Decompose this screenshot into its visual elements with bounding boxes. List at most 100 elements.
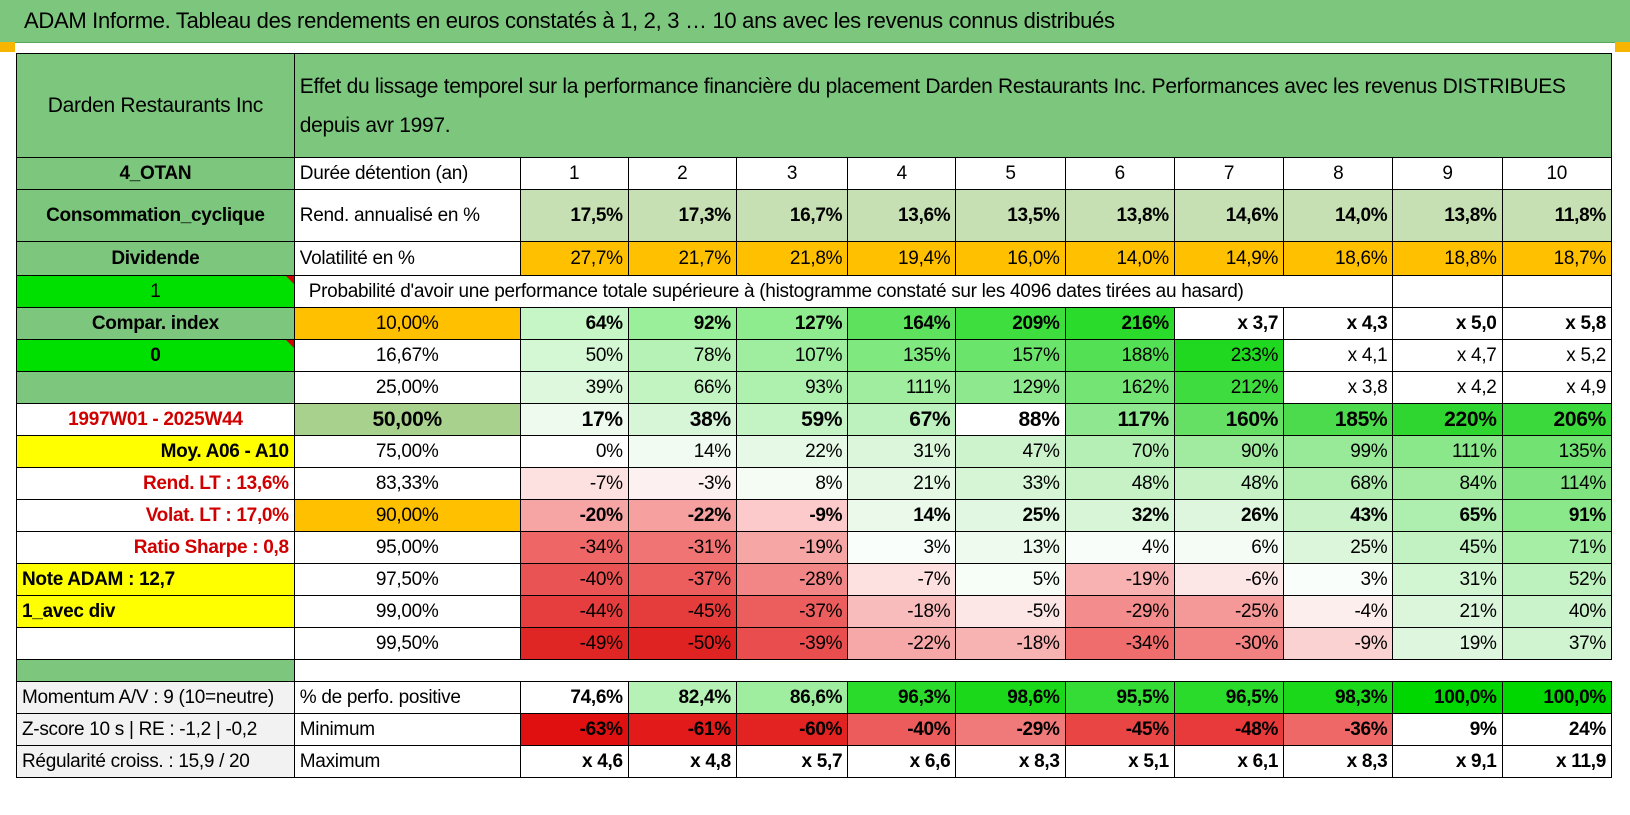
value-cell: 9%: [1392, 713, 1503, 746]
value-cell: -22%: [627, 499, 737, 532]
value-cell: x 11,9: [1501, 745, 1613, 778]
value-cell: 90%: [1173, 435, 1285, 468]
year-header: 7: [1173, 157, 1285, 190]
value-cell: x 9,1: [1392, 745, 1503, 778]
prob-row: Compar. index 10,00% 64% 92% 127% 164% 209% 216…: [16, 307, 1613, 340]
prob-row: Volat. LT : 17,0% 90,00% -20% -22% -9% 14% 25%…: [16, 499, 1613, 532]
value-cell: -4%: [1283, 595, 1394, 628]
gap-cell: [1284, 660, 1393, 682]
blank-cell: [1501, 275, 1613, 308]
year-header: 5: [955, 157, 1066, 190]
value-cell: 216%: [1064, 307, 1175, 340]
gap-cell: [956, 660, 1065, 682]
value-cell: -22%: [847, 627, 957, 660]
value-cell: 24%: [1501, 713, 1613, 746]
value-cell: 37%: [1501, 627, 1613, 660]
probability-pct: 99,00%: [293, 595, 521, 628]
value-cell: -40%: [519, 563, 629, 596]
gap-cell: [848, 660, 956, 682]
value-cell: 160%: [1173, 403, 1285, 436]
year-header: 8: [1283, 157, 1394, 190]
value-cell: 48%: [1064, 467, 1175, 500]
probability-pct: 50,00%: [293, 403, 521, 436]
summary-row: Régularité croiss. : 15,9 / 20 Maximum x 4…: [16, 745, 1613, 778]
value-cell: 33%: [955, 467, 1066, 500]
gap-cell: [1174, 660, 1283, 682]
year-header: 4: [847, 157, 957, 190]
moy-label: Moy. A06 - A10: [16, 435, 295, 468]
value-cell: 82,4%: [627, 681, 737, 714]
gap-cell: [736, 660, 847, 682]
prob-row: Ratio Sharpe : 0,8 95,00% -34% -31% -19% 3% 13…: [16, 531, 1613, 564]
value-cell: 18,8%: [1392, 241, 1503, 276]
value-cell: 135%: [1501, 435, 1613, 468]
value-cell: 26%: [1173, 499, 1285, 532]
value-cell: -44%: [519, 595, 629, 628]
description: Effet du lissage temporel sur la perform…: [293, 53, 1613, 158]
value-cell: 206%: [1501, 403, 1613, 436]
value-cell: -29%: [1064, 595, 1175, 628]
value-cell: -60%: [735, 713, 849, 746]
value-cell: 185%: [1283, 403, 1394, 436]
title-bar: ADAM Informe. Tableau des rendements en …: [0, 0, 1630, 43]
value-cell: 18,6%: [1283, 241, 1394, 276]
value-cell: 52%: [1501, 563, 1613, 596]
value-cell: 99%: [1283, 435, 1394, 468]
prob-row: Note ADAM : 12,7 97,50% -40% -37% -28% -7% 5% -…: [16, 563, 1613, 596]
value-cell: -63%: [519, 713, 629, 746]
probability-pct: 90,00%: [293, 499, 521, 532]
gap-cell: [520, 660, 628, 682]
value-cell: 3%: [847, 531, 957, 564]
value-cell: -29%: [955, 713, 1066, 746]
value-cell: 38%: [627, 403, 737, 436]
compar-label: Compar. index: [16, 307, 295, 340]
gap-cell: [1502, 660, 1611, 682]
value-cell: -61%: [627, 713, 737, 746]
value-cell: 100,0%: [1501, 681, 1613, 714]
volatility-label: Volatilité en %: [293, 241, 521, 276]
value-cell: 32%: [1064, 499, 1175, 532]
summary-label: Maximum: [293, 745, 521, 778]
value-cell: 96,5%: [1173, 681, 1285, 714]
value-cell: x 4,2: [1392, 371, 1503, 404]
value-cell: -34%: [1064, 627, 1175, 660]
gap-row: [16, 659, 1612, 682]
value-cell: 114%: [1501, 467, 1613, 500]
summary-row: Z-score 10 s | RE : -1,2 | -0,2 Minimum -6…: [16, 713, 1613, 746]
value-cell: 14,0%: [1064, 241, 1175, 276]
value-cell: 6%: [1173, 531, 1285, 564]
right-edge-marker: [1615, 42, 1630, 52]
value-cell: 233%: [1173, 339, 1285, 372]
value-cell: 21,8%: [735, 241, 849, 276]
value-cell: -6%: [1173, 563, 1285, 596]
value-cell: 13,8%: [1392, 189, 1503, 242]
value-cell: 8%: [735, 467, 849, 500]
value-cell: -18%: [955, 627, 1066, 660]
value-cell: 127%: [735, 307, 849, 340]
value-cell: 100,0%: [1392, 681, 1503, 714]
value-cell: -19%: [1064, 563, 1175, 596]
value-cell: x 4,8: [627, 745, 737, 778]
value-cell: x 4,9: [1501, 371, 1613, 404]
value-cell: 220%: [1392, 403, 1503, 436]
value-cell: -31%: [627, 531, 737, 564]
value-cell: 50%: [519, 339, 629, 372]
summary-label: % de perfo. positive: [293, 681, 521, 714]
value-cell: 13,6%: [847, 189, 957, 242]
value-cell: -18%: [847, 595, 957, 628]
value-cell: 117%: [1064, 403, 1175, 436]
value-cell: 66%: [627, 371, 737, 404]
value-cell: -49%: [519, 627, 629, 660]
value-cell: x 5,1: [1064, 745, 1175, 778]
value-cell: 17%: [519, 403, 629, 436]
value-cell: -5%: [955, 595, 1066, 628]
value-cell: 3%: [1283, 563, 1394, 596]
value-cell: -36%: [1283, 713, 1394, 746]
sector-label: Consommation_cyclique: [16, 189, 295, 242]
probability-pct: 16,67%: [293, 339, 521, 372]
prob-row: 0 16,67% 50% 78% 107% 135% 157% 188% 233% x 4,1 x …: [16, 339, 1613, 372]
gap-cell: [1393, 660, 1502, 682]
value-cell: 31%: [847, 435, 957, 468]
value-cell: x 3,8: [1283, 371, 1394, 404]
value-cell: 14,6%: [1173, 189, 1285, 242]
